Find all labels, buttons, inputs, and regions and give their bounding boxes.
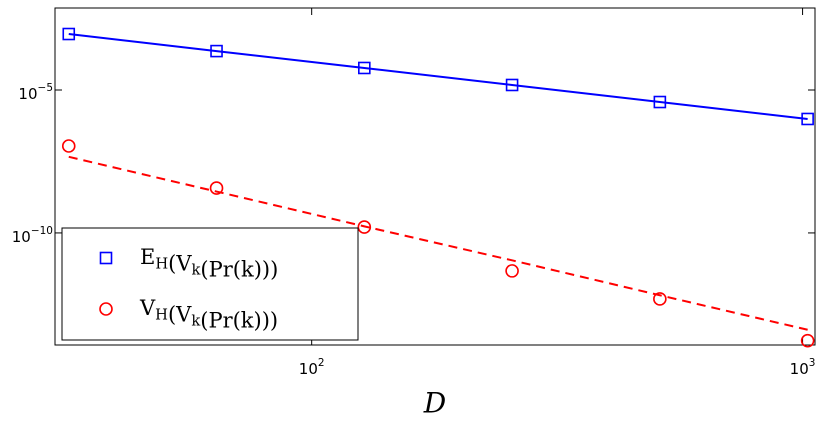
plot-frame [54,7,816,346]
x-tick-label: 103 [790,357,816,378]
legend-marker [99,251,113,265]
x-axis-label: D [423,387,446,420]
x-tick-label: 102 [299,357,325,378]
circle-marker [61,139,76,153]
circle-marker [800,333,815,348]
fit-line [68,155,808,331]
y-tick-label: 10−10 [12,225,53,246]
fit-line [68,33,808,120]
legend-marker [99,302,113,316]
legend-label: EH(Vk(Pr(k))) [140,245,278,282]
circle-marker [209,181,224,195]
legend-box [61,227,359,341]
legend-label: VH(Vk(Pr(k))) [139,296,278,333]
circle-marker [357,220,372,234]
circle-marker [505,264,519,278]
y-tick-label: 10−5 [18,82,53,103]
circle-marker [653,292,667,306]
